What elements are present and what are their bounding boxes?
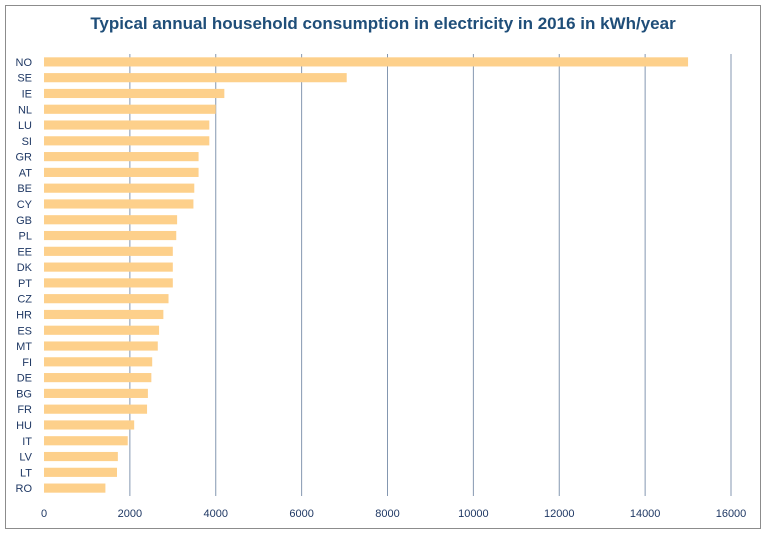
bar-se: [44, 73, 347, 83]
bar-de: [44, 373, 152, 383]
bar-si: [44, 136, 210, 146]
bars: [44, 57, 689, 493]
category-label: CZ: [17, 294, 32, 306]
category-label: FR: [17, 404, 32, 416]
x-tick-label: 16000: [716, 508, 747, 520]
category-label: NL: [18, 104, 32, 116]
x-tick-label: 8000: [375, 508, 399, 520]
category-label: GR: [16, 152, 33, 164]
bar-gr: [44, 152, 199, 162]
category-label: ES: [17, 325, 32, 337]
bar-fi: [44, 357, 153, 367]
category-label: LU: [18, 120, 32, 132]
x-tick-label: 10000: [458, 508, 489, 520]
bar-it: [44, 436, 128, 446]
category-label: LT: [20, 467, 32, 479]
category-label: FI: [22, 357, 32, 369]
bar-gb: [44, 215, 178, 225]
gridlines: [129, 54, 732, 496]
bar-hu: [44, 420, 135, 430]
bar-fr: [44, 404, 148, 414]
bar-ie: [44, 88, 225, 99]
bar-lu: [44, 120, 210, 130]
bar-lt: [44, 467, 117, 477]
bar-cy: [44, 199, 194, 209]
bar-no: [44, 57, 689, 67]
category-label: MT: [16, 341, 32, 353]
category-label: IE: [22, 88, 32, 100]
bar-lv: [44, 451, 118, 462]
category-label: PL: [19, 231, 32, 243]
x-tick-label: 14000: [630, 508, 661, 520]
category-label: BE: [17, 183, 32, 195]
bar-ee: [44, 246, 173, 256]
bar-cz: [44, 294, 169, 304]
category-label: NO: [16, 57, 33, 69]
category-label: SI: [22, 136, 32, 148]
x-axis-tick-labels: 0 2000 4000 6000 8000 10000 12000 14000 16000: [41, 508, 746, 520]
bar-pt: [44, 278, 173, 288]
category-label: BG: [16, 388, 32, 400]
category-label: GB: [16, 215, 32, 227]
x-tick-label: 0: [41, 508, 47, 520]
category-label: RO: [16, 483, 33, 495]
category-label: AT: [19, 167, 33, 179]
category-label: IT: [22, 436, 32, 448]
x-tick-label: 12000: [544, 508, 575, 520]
category-label: LV: [19, 452, 32, 464]
x-tick-label: 6000: [289, 508, 313, 520]
x-tick-label: 4000: [204, 508, 228, 520]
bar-dk: [44, 262, 173, 272]
category-label: CY: [17, 199, 33, 211]
category-label: PT: [18, 278, 32, 290]
bar-ro: [44, 483, 106, 493]
bar-bg: [44, 388, 148, 398]
category-label: DE: [17, 373, 32, 385]
category-labels: NO SE IE NL LU SI GR AT BE CY GB PL EE DK PT CZ HR ES MT FI…: [16, 57, 33, 495]
chart-title: Typical annual household consumption in …: [90, 14, 676, 33]
category-label: EE: [17, 246, 32, 258]
x-tick-label: 2000: [118, 508, 142, 520]
bar-hr: [44, 309, 164, 320]
category-label: HR: [16, 309, 32, 321]
bar-es: [44, 325, 160, 335]
category-label: HU: [16, 420, 32, 432]
bar-be: [44, 183, 195, 193]
bar-mt: [44, 341, 158, 351]
bar-pl: [44, 230, 177, 241]
bar-nl: [44, 104, 216, 114]
category-label: SE: [17, 73, 32, 85]
bar-at: [44, 167, 199, 177]
category-label: DK: [17, 262, 33, 274]
